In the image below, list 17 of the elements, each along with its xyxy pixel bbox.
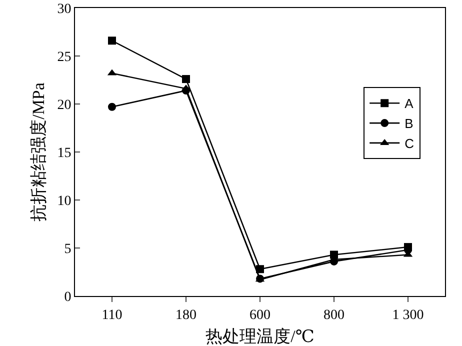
y-tick-label: 30 [57, 2, 72, 17]
x-tick-label: 600 [250, 308, 270, 323]
x-tick-label: 110 [102, 308, 122, 323]
y-tick-label: 25 [57, 50, 72, 65]
x-tick-label: 800 [324, 308, 344, 323]
legend-label: C [404, 136, 414, 152]
y-tick-label: 5 [64, 242, 72, 257]
y-axis-title: 抗折粘结强度/MPa [28, 82, 48, 222]
x-axis-title: 热处理温度/℃ [206, 327, 314, 346]
x-tick-label: 180 [176, 308, 196, 323]
y-tick-label: 20 [57, 98, 72, 113]
legend-label: B [404, 116, 414, 132]
legend-label: A [404, 96, 414, 112]
y-tick-label: 0 [64, 290, 72, 305]
y-tick-label: 15 [57, 146, 72, 161]
y-tick-label: 10 [57, 194, 72, 209]
x-tick-label: 1 300 [392, 308, 424, 323]
